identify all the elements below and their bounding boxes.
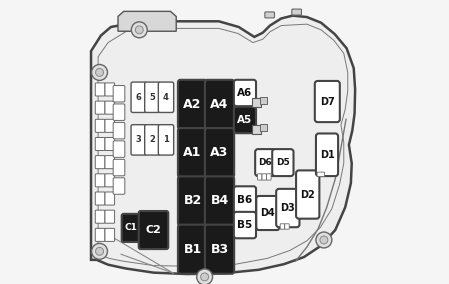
Text: D5: D5 — [276, 158, 290, 167]
FancyBboxPatch shape — [105, 174, 114, 187]
Text: B6: B6 — [238, 195, 253, 204]
FancyBboxPatch shape — [105, 210, 114, 223]
FancyBboxPatch shape — [95, 119, 105, 132]
FancyBboxPatch shape — [205, 128, 234, 177]
FancyBboxPatch shape — [265, 12, 274, 18]
Text: D2: D2 — [300, 189, 315, 200]
FancyBboxPatch shape — [113, 85, 125, 102]
FancyBboxPatch shape — [145, 82, 160, 112]
Text: 3: 3 — [136, 135, 141, 144]
Text: 2: 2 — [150, 135, 155, 144]
Text: C1: C1 — [124, 224, 137, 232]
Polygon shape — [91, 16, 355, 274]
Text: D7: D7 — [320, 97, 335, 106]
FancyBboxPatch shape — [257, 174, 262, 180]
FancyBboxPatch shape — [105, 83, 114, 96]
FancyBboxPatch shape — [234, 186, 256, 213]
FancyBboxPatch shape — [113, 178, 125, 194]
FancyBboxPatch shape — [113, 159, 125, 176]
Text: D3: D3 — [281, 203, 295, 213]
Circle shape — [92, 243, 107, 259]
Text: A5: A5 — [238, 115, 253, 125]
Circle shape — [197, 269, 212, 284]
FancyBboxPatch shape — [95, 83, 105, 96]
FancyBboxPatch shape — [139, 211, 168, 249]
Text: B2: B2 — [184, 195, 202, 207]
FancyBboxPatch shape — [95, 156, 105, 169]
FancyBboxPatch shape — [234, 107, 256, 133]
Text: 5: 5 — [150, 93, 155, 102]
FancyBboxPatch shape — [296, 170, 319, 219]
FancyBboxPatch shape — [95, 174, 105, 187]
Text: 4: 4 — [163, 93, 169, 102]
Circle shape — [96, 247, 104, 255]
FancyBboxPatch shape — [105, 119, 114, 132]
Text: A6: A6 — [238, 88, 253, 98]
FancyBboxPatch shape — [234, 80, 256, 106]
FancyBboxPatch shape — [95, 210, 105, 223]
FancyBboxPatch shape — [95, 101, 105, 114]
Text: D6: D6 — [259, 158, 272, 167]
Circle shape — [135, 26, 143, 34]
Text: A3: A3 — [211, 146, 229, 159]
FancyBboxPatch shape — [158, 82, 174, 112]
FancyBboxPatch shape — [95, 228, 105, 241]
Text: A4: A4 — [210, 98, 229, 111]
FancyBboxPatch shape — [317, 172, 325, 177]
Text: A2: A2 — [183, 98, 202, 111]
FancyBboxPatch shape — [178, 128, 207, 177]
Circle shape — [320, 236, 328, 244]
FancyBboxPatch shape — [122, 214, 140, 242]
FancyBboxPatch shape — [315, 81, 340, 122]
FancyBboxPatch shape — [95, 137, 105, 151]
FancyBboxPatch shape — [95, 192, 105, 205]
FancyBboxPatch shape — [105, 156, 114, 169]
Polygon shape — [118, 11, 176, 31]
FancyBboxPatch shape — [178, 225, 207, 274]
FancyBboxPatch shape — [105, 192, 114, 205]
FancyBboxPatch shape — [105, 228, 114, 241]
FancyBboxPatch shape — [113, 104, 125, 120]
Text: C2: C2 — [145, 225, 162, 235]
FancyBboxPatch shape — [178, 176, 207, 225]
FancyBboxPatch shape — [262, 174, 267, 180]
FancyBboxPatch shape — [205, 80, 234, 129]
FancyBboxPatch shape — [280, 224, 285, 229]
FancyBboxPatch shape — [292, 9, 301, 15]
FancyBboxPatch shape — [113, 122, 125, 139]
FancyBboxPatch shape — [276, 189, 299, 227]
FancyBboxPatch shape — [255, 149, 276, 176]
Text: D1: D1 — [320, 150, 335, 160]
Text: D4: D4 — [260, 208, 275, 218]
FancyBboxPatch shape — [113, 141, 125, 157]
FancyBboxPatch shape — [267, 174, 271, 180]
Circle shape — [92, 64, 107, 80]
Text: 1: 1 — [163, 135, 169, 144]
FancyBboxPatch shape — [205, 176, 234, 225]
Circle shape — [201, 273, 209, 281]
FancyBboxPatch shape — [105, 101, 114, 114]
FancyBboxPatch shape — [234, 212, 256, 238]
Text: B3: B3 — [211, 243, 229, 256]
FancyBboxPatch shape — [105, 137, 114, 151]
FancyBboxPatch shape — [316, 133, 338, 176]
FancyBboxPatch shape — [285, 224, 289, 229]
FancyBboxPatch shape — [205, 225, 234, 274]
Text: B4: B4 — [211, 195, 229, 207]
Text: A1: A1 — [183, 146, 202, 159]
FancyBboxPatch shape — [131, 82, 146, 112]
FancyBboxPatch shape — [272, 149, 294, 176]
FancyBboxPatch shape — [178, 80, 207, 129]
FancyBboxPatch shape — [131, 125, 146, 155]
Text: B1: B1 — [184, 243, 202, 256]
Text: B5: B5 — [238, 220, 253, 230]
FancyBboxPatch shape — [158, 125, 174, 155]
Circle shape — [132, 22, 147, 38]
Circle shape — [316, 232, 332, 248]
FancyBboxPatch shape — [145, 125, 160, 155]
FancyBboxPatch shape — [256, 196, 280, 230]
Text: 6: 6 — [136, 93, 142, 102]
Circle shape — [96, 68, 104, 76]
